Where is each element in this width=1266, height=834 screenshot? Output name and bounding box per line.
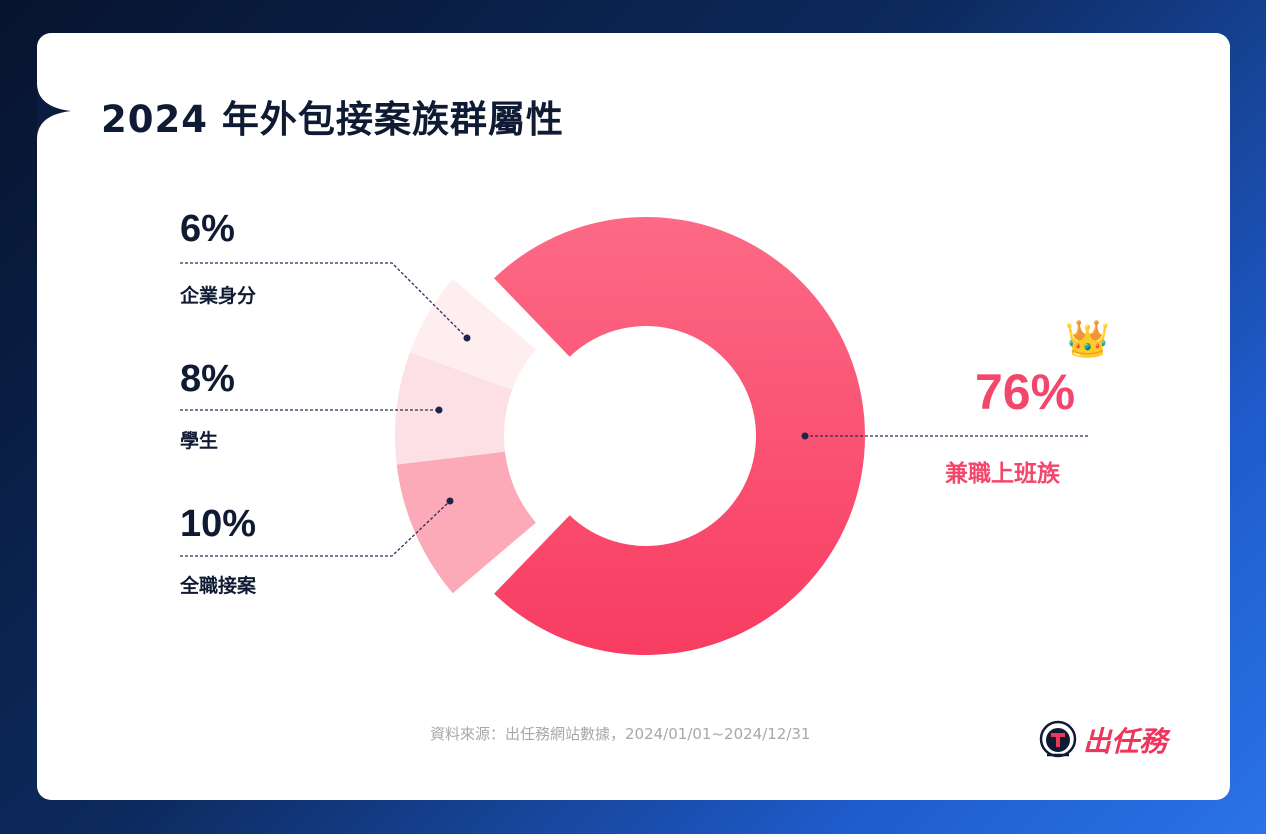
leader-line <box>180 500 451 557</box>
callout-fulltime-label: 全職接案 <box>180 575 257 597</box>
astronaut-helmet-icon <box>1039 720 1077 758</box>
callout-fulltime-pct: 10% <box>180 503 257 545</box>
callout-enterprise-pct: 6% <box>180 208 235 250</box>
slice-fulltime <box>396 451 536 594</box>
page-title: 2024 年外包接案族群屬性 <box>101 98 564 141</box>
slice-enterprise <box>409 278 536 390</box>
callout-student-label: 學生 <box>180 430 219 452</box>
callout-enterprise-label: 企業身分 <box>180 285 257 307</box>
leader-dot <box>446 497 454 505</box>
brand-name: 出任務 <box>1083 725 1168 758</box>
leader-dot <box>463 334 471 342</box>
callout-parttime-label: 兼職上班族 <box>945 461 1060 487</box>
callout-parttime-pct: 76% <box>975 364 1076 420</box>
card-notch <box>37 83 71 139</box>
slice-student <box>395 352 513 465</box>
leader-dot <box>801 432 809 440</box>
brand-logo: 出任務 <box>1037 719 1167 761</box>
infographic-card: 2024 年外包接案族群屬性 6% 企業身分 8% 學生 10% 全職接案 👑 … <box>37 33 1230 800</box>
callout-student-pct: 8% <box>180 358 235 400</box>
slice-parttime <box>494 216 866 656</box>
leader-line <box>180 262 468 339</box>
data-source-note: 資料來源：出任務網站數據，2024/01/01~2024/12/31 <box>430 725 811 743</box>
donut-chart <box>180 216 1090 656</box>
crown-icon: 👑 <box>1065 319 1110 360</box>
leader-dot <box>435 406 443 414</box>
